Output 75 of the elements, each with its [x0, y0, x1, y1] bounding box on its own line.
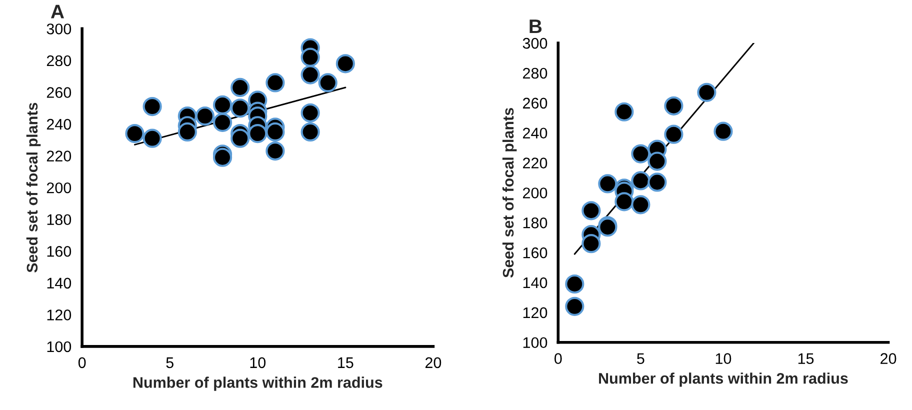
point	[664, 96, 684, 116]
x-tick-label: 10	[716, 353, 732, 364]
point	[565, 296, 584, 316]
y-tick-label: 200	[46, 182, 72, 194]
point	[142, 128, 162, 148]
point	[230, 98, 250, 118]
x-tick-label: 5	[637, 353, 644, 364]
point	[230, 128, 250, 148]
point	[336, 54, 355, 74]
point	[631, 195, 650, 214]
point	[582, 234, 601, 254]
y-tick-label: 240	[46, 118, 72, 130]
y-tick-label: 160	[47, 246, 72, 257]
y-tick-label: 140	[47, 278, 72, 289]
point	[318, 73, 338, 92]
point	[631, 144, 650, 164]
point	[300, 122, 320, 142]
point	[195, 106, 215, 126]
point	[614, 192, 634, 212]
point	[648, 152, 667, 171]
x-tick-label: 15	[338, 357, 354, 368]
y-tick-label: 180	[523, 218, 548, 228]
y-tick-label: 120	[47, 310, 72, 320]
point	[300, 48, 320, 67]
y-tick-label: 220	[523, 158, 548, 168]
y-tick-label: 160	[523, 247, 548, 258]
y-tick-label: 240	[523, 128, 548, 139]
x-tick-label: 0	[78, 357, 86, 368]
y-tick-label: 260	[46, 87, 72, 98]
y-tick-label: 280	[523, 68, 548, 79]
point	[614, 102, 634, 122]
point	[212, 148, 232, 167]
x-tick-label: 15	[798, 353, 814, 364]
point	[230, 78, 250, 98]
chart-title: A	[50, 4, 64, 18]
y-axis-title: Seed set of focal plants	[26, 102, 41, 272]
y-tick-label: 100	[523, 337, 548, 348]
x-axis-title: Number of plants within 2m radius	[599, 372, 848, 387]
chart-title: B	[530, 20, 542, 34]
x-tick-label: 5	[166, 357, 174, 368]
x-tick-label: 20	[425, 357, 442, 368]
point	[598, 174, 618, 194]
point	[212, 95, 232, 115]
point	[664, 124, 684, 144]
x-tick-label: 10	[250, 357, 266, 368]
point	[697, 82, 716, 102]
point	[212, 112, 232, 132]
y-tick-label: 300	[46, 24, 72, 34]
y-tick-label: 100	[47, 341, 72, 352]
y-tick-label: 140	[523, 277, 548, 288]
point	[300, 103, 320, 122]
point	[300, 65, 320, 84]
y-tick-label: 180	[47, 214, 72, 226]
point	[266, 141, 285, 161]
y-tick-label: 220	[46, 150, 72, 162]
point	[248, 124, 268, 144]
point	[582, 201, 601, 220]
point	[125, 124, 144, 144]
point	[266, 73, 285, 92]
point	[142, 97, 162, 116]
y-tick-label: 120	[523, 307, 548, 318]
point	[714, 122, 733, 141]
y-tick-label: 260	[523, 98, 548, 109]
x-tick-label: 0	[554, 353, 562, 364]
x-axis-title: Number of plants within 2m radius	[133, 376, 382, 391]
y-tick-label: 300	[522, 38, 548, 49]
x-tick-label: 20	[880, 353, 896, 364]
y-axis-title: Seed set of focal plants	[502, 108, 517, 278]
point	[178, 122, 197, 142]
y-tick-label: 200	[523, 188, 548, 198]
point	[266, 122, 285, 142]
y-tick-label: 280	[46, 55, 72, 66]
point	[565, 274, 584, 294]
point	[648, 172, 667, 192]
point	[631, 171, 650, 190]
